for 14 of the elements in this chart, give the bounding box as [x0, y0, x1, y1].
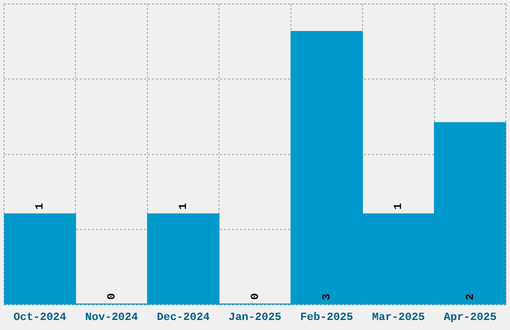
x-tick-label: Feb-2025 — [300, 312, 354, 324]
x-tick-label: Dec-2024 — [156, 312, 210, 324]
data-label: 2 — [464, 294, 477, 300]
x-tick-label: Mar-2025 — [372, 312, 426, 324]
data-label: 1 — [34, 202, 47, 210]
x-tick-label: Nov-2024 — [85, 312, 138, 324]
x-tick-label: Apr-2025 — [444, 312, 497, 324]
data-label: 0 — [106, 293, 118, 300]
x-tick-label: Oct-2024 — [13, 312, 67, 324]
data-label: 1 — [178, 202, 190, 210]
data-label: 0 — [250, 293, 262, 300]
data-label: 1 — [393, 202, 406, 210]
x-tick-label: Jan-2025 — [228, 312, 282, 324]
data-label: 3 — [321, 293, 334, 300]
